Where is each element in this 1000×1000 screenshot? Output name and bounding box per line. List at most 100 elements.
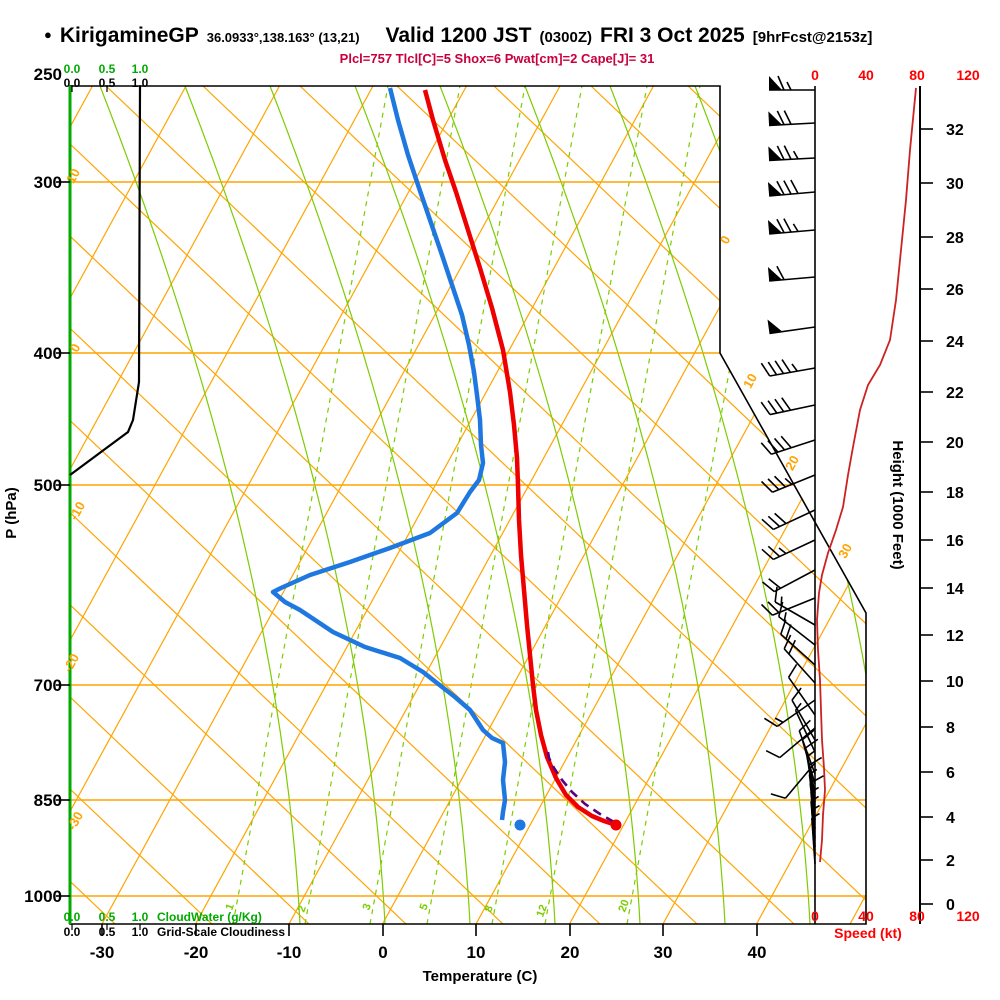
height-tick-label: 0	[946, 897, 955, 914]
valid-time-utc: (0300Z)	[539, 29, 592, 46]
wind-barb	[810, 812, 820, 865]
wind-barb	[769, 75, 815, 91]
wind-barb	[768, 110, 816, 127]
temperature-axis-title: Temperature (C)	[423, 968, 538, 985]
isotherm-label: 20	[782, 453, 802, 473]
wind-barb	[768, 145, 816, 162]
wind-barb	[794, 702, 816, 753]
wind-barb	[760, 474, 816, 493]
pressure-tick-label: 400	[34, 344, 62, 363]
temperature-tick-label: 40	[748, 943, 767, 962]
wind-barb	[760, 397, 816, 416]
pressure-tick-label: 1000	[24, 887, 62, 906]
speed-tick-label-bottom: 40	[858, 908, 874, 924]
temperature-tick-label: 30	[654, 943, 673, 962]
height-tick-label: 8	[946, 720, 955, 737]
mixing-ratio-label: 20	[616, 898, 631, 914]
pressure-tick-label: 300	[34, 173, 62, 192]
station-name: KirigamineGP	[59, 24, 199, 47]
isotherm-label: -20	[60, 651, 82, 675]
height-tick-label: 24	[946, 334, 964, 351]
wind-barb	[760, 435, 816, 455]
wind-barb	[780, 619, 816, 666]
cloudiness-legend: Grid-Scale Cloudiness	[157, 925, 285, 939]
valid-time: Valid 1200 JST	[385, 24, 532, 47]
wind-barb	[760, 597, 816, 616]
wind-barb	[761, 509, 816, 531]
wind-barb	[767, 265, 816, 282]
cloudwater-scale-top: 1.0	[132, 62, 149, 76]
temperature-tick-label: -10	[277, 943, 302, 962]
cloudwater-scale-top: 0.0	[64, 62, 81, 76]
wind-barb	[760, 359, 816, 377]
height-tick-label: 30	[946, 176, 964, 193]
height-tick-label: 28	[946, 230, 964, 247]
height-tick-label: 12	[946, 628, 964, 645]
height-tick-label: 22	[946, 385, 964, 402]
speed-tick-label-top: 40	[858, 67, 874, 83]
forecast-tag: [9hrFcst@2153z]	[752, 29, 873, 46]
cloudiness-scale-top: 1.0	[132, 76, 149, 90]
wind-barb	[767, 179, 816, 197]
pressure-axis-title: P (hPa)	[3, 487, 20, 538]
cloudwater-scale-bottom: 1.0	[132, 910, 149, 924]
speed-tick-label-bottom: 80	[909, 908, 925, 924]
cloudiness-profile-line	[69, 85, 142, 476]
grid-lines	[70, 86, 866, 924]
surface-dewpoint-dot	[514, 819, 526, 831]
temperature-tick-label: -30	[90, 943, 115, 962]
isotherm-label: 10	[63, 166, 83, 186]
cloudiness-scale-bottom: 0.5	[99, 925, 116, 939]
mixing-ratio-label: 3	[360, 902, 373, 912]
cloudwater-scale-bottom: 0.5	[99, 910, 116, 924]
isotherm-label: -30	[64, 809, 86, 833]
wind-barb	[767, 218, 816, 235]
pressure-tick-label: 850	[34, 791, 62, 810]
height-tick-label: 26	[946, 282, 964, 299]
cloudwater-scale-bottom: 0.0	[64, 910, 81, 924]
wind-barb	[767, 319, 816, 335]
wind-barb	[761, 539, 816, 561]
pressure-tick-label: 250	[34, 65, 62, 84]
cloudiness-scale-top: 0.5	[99, 76, 116, 90]
wind-barb	[777, 601, 816, 646]
stability-indices-line: Plcl=757 Tlcl[C]=5 Shox=6 Pwat[cm]=2 Cap…	[339, 51, 655, 66]
temperature-tick-label: 0	[378, 943, 387, 962]
speed-tick-label-top: 0	[811, 67, 819, 83]
isotherm-label: 30	[835, 541, 855, 561]
height-tick-label: 10	[946, 674, 964, 691]
title-bar: ● KirigamineGP 36.0933°,138.163° (13,21)…	[44, 24, 974, 48]
height-tick-label: 6	[946, 765, 955, 782]
mixing-ratio-label: 5	[417, 902, 430, 912]
speed-tick-label-top: 80	[909, 67, 925, 83]
pressure-tick-label: 700	[34, 676, 62, 695]
surface-temperature-dot	[610, 819, 622, 831]
wind-barb	[787, 663, 816, 716]
height-tick-label: 20	[946, 435, 964, 452]
cloudiness-scale-top: 0.0	[64, 76, 81, 90]
dewpoint-curve	[270, 87, 508, 821]
speed-tick-label-top: 120	[956, 67, 980, 83]
wind-barb	[762, 569, 816, 593]
height-tick-label: 18	[946, 485, 964, 502]
wind-speed-profile-line	[816, 87, 917, 863]
height-tick-label: 4	[946, 810, 955, 827]
height-tick-label: 2	[946, 853, 955, 870]
temperature-tick-label: 20	[561, 943, 580, 962]
height-tick-label: 16	[946, 533, 964, 550]
cloudwater-legend: CloudWater (g/Kg)	[157, 910, 262, 924]
temperature-curve	[422, 89, 614, 827]
mixing-ratio-label: 1	[223, 902, 236, 912]
station-bullet-icon: ●	[44, 27, 52, 42]
height-tick-label: 14	[946, 581, 964, 598]
cloudwater-scale-top: 0.5	[99, 62, 116, 76]
cloudiness-scale-bottom: 1.0	[132, 925, 149, 939]
parcel-path-dashed	[546, 751, 615, 824]
temperature-tick-label: -20	[184, 943, 209, 962]
wind-barb	[783, 634, 816, 684]
speed-tick-label-bottom: 0	[811, 908, 819, 924]
pressure-tick-label: 500	[34, 476, 62, 495]
cloudiness-scale-bottom: 0.0	[64, 925, 81, 939]
